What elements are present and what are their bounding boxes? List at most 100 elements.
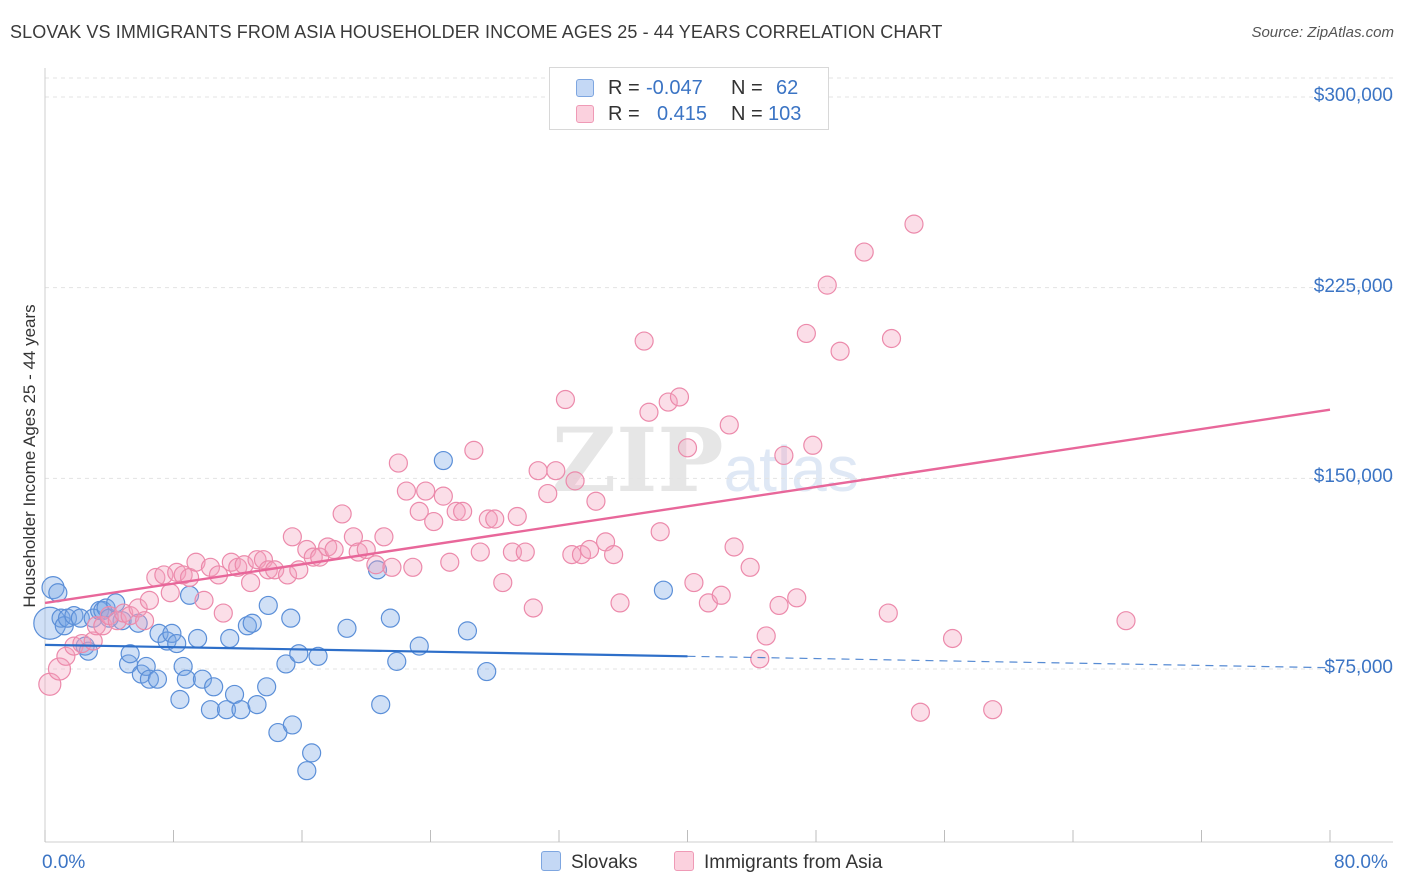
asia-point [942,628,963,649]
asia-point [817,275,837,295]
asia-point [684,572,704,593]
watermark-atlas: atlas [723,433,859,505]
asia-point [562,544,582,565]
asia-point [366,555,386,575]
asia-point [86,616,107,636]
slovak-point [139,669,160,689]
asia-point [388,453,408,473]
bottom-legend-label-asia: Immigrants from Asia [704,852,883,873]
y-tick-label: $300,000 [1313,85,1393,106]
slovak-point [371,694,391,715]
asia-point [382,557,402,577]
bottom-legend-swatch-asia [674,851,694,871]
slovak-point [289,644,309,664]
legend-n-value: 103 [768,103,802,125]
asia-point [719,415,739,435]
asia-point [120,606,140,626]
legend-swatch-asia [576,105,594,123]
slovak-point [220,628,240,649]
legend-r-label: R = [608,103,640,125]
y-axis-label: Householder Income Ages 25 - 44 years [20,304,39,608]
slovak-point [162,623,182,644]
y-tick-label: $75,000 [1324,657,1393,678]
asia-point [470,542,490,562]
legend-row-asia: R = 0.415 N = 103 [550,101,828,129]
asia-point [343,527,363,547]
legend-n-label: N = [731,103,763,125]
slovak-point [308,646,328,666]
watermark: ZIPatlas [552,408,859,512]
asia-point [634,331,654,351]
asia-point [416,481,436,501]
asia-point [881,328,902,349]
slovak-point [276,654,296,674]
asia-point [523,598,543,618]
asia-point [324,539,344,560]
asia-point [669,387,690,407]
asia-point [213,603,233,623]
slovak-trend-line-extrapolated [687,655,1331,669]
asia-point [440,552,460,572]
asia-point [565,471,585,491]
asia-point [56,646,76,666]
legend-row-slovaks: R = -0.047 N = 62 [550,75,828,103]
asia-point [830,341,850,361]
asia-point [740,557,760,577]
legend-n-value: 62 [776,77,799,99]
asia-point [904,214,924,234]
y-tick-label: $150,000 [1313,466,1393,488]
slovak-point [297,761,317,781]
asia-point [756,626,776,646]
asia-point [493,572,513,593]
bottom-legend-swatch-slovaks [541,851,561,871]
asia-point [769,595,789,616]
legend-swatch-slovaks [576,79,594,97]
asia-point [186,552,206,572]
asia-point [910,702,931,722]
asia-point [241,572,261,593]
asia-point [282,527,302,547]
asia-point [586,491,606,511]
chart-title: SLOVAK VS IMMIGRANTS FROM ASIA HOUSEHOLD… [10,22,943,42]
asia-point [658,392,678,412]
asia-point [93,616,113,636]
slovak-point [281,608,301,628]
asia-point [134,611,155,631]
asia-point [453,501,473,521]
slovak-point [457,621,478,641]
slovak-point [282,715,302,735]
asia-point [1116,611,1136,631]
asia-point [433,486,453,506]
asia-point [200,557,221,577]
asia-trend-line [44,408,1331,605]
slovak-point [337,618,357,638]
slovak-point [176,669,196,689]
slovak-point [242,613,262,633]
asia-point [403,557,423,577]
slovak-point [247,694,267,715]
asia-point [374,527,394,547]
legend-n-label: N = [731,77,763,99]
asia-point [446,501,466,521]
bottom-legend-asia: Immigrants from Asia [674,851,882,874]
bottom-legend-slovaks: Slovaks [541,851,638,874]
slovak-point [302,743,322,763]
asia-point [796,323,816,344]
y-tick-label: $225,000 [1313,275,1393,297]
slovak-point [173,656,193,677]
asia-point [650,522,670,542]
asia-point [528,461,548,481]
asia-point [47,657,72,681]
asia-point [194,590,214,610]
slovak-point [200,700,221,720]
slovak-point [170,689,190,710]
slovak-point [216,700,237,720]
asia-point [604,544,624,565]
asia-point [555,389,576,410]
asia-point [854,242,874,262]
asia-point [538,483,558,504]
asia-point [139,590,160,610]
asia-point [409,501,429,521]
slovak-point [380,608,400,628]
asia-point [711,585,731,605]
